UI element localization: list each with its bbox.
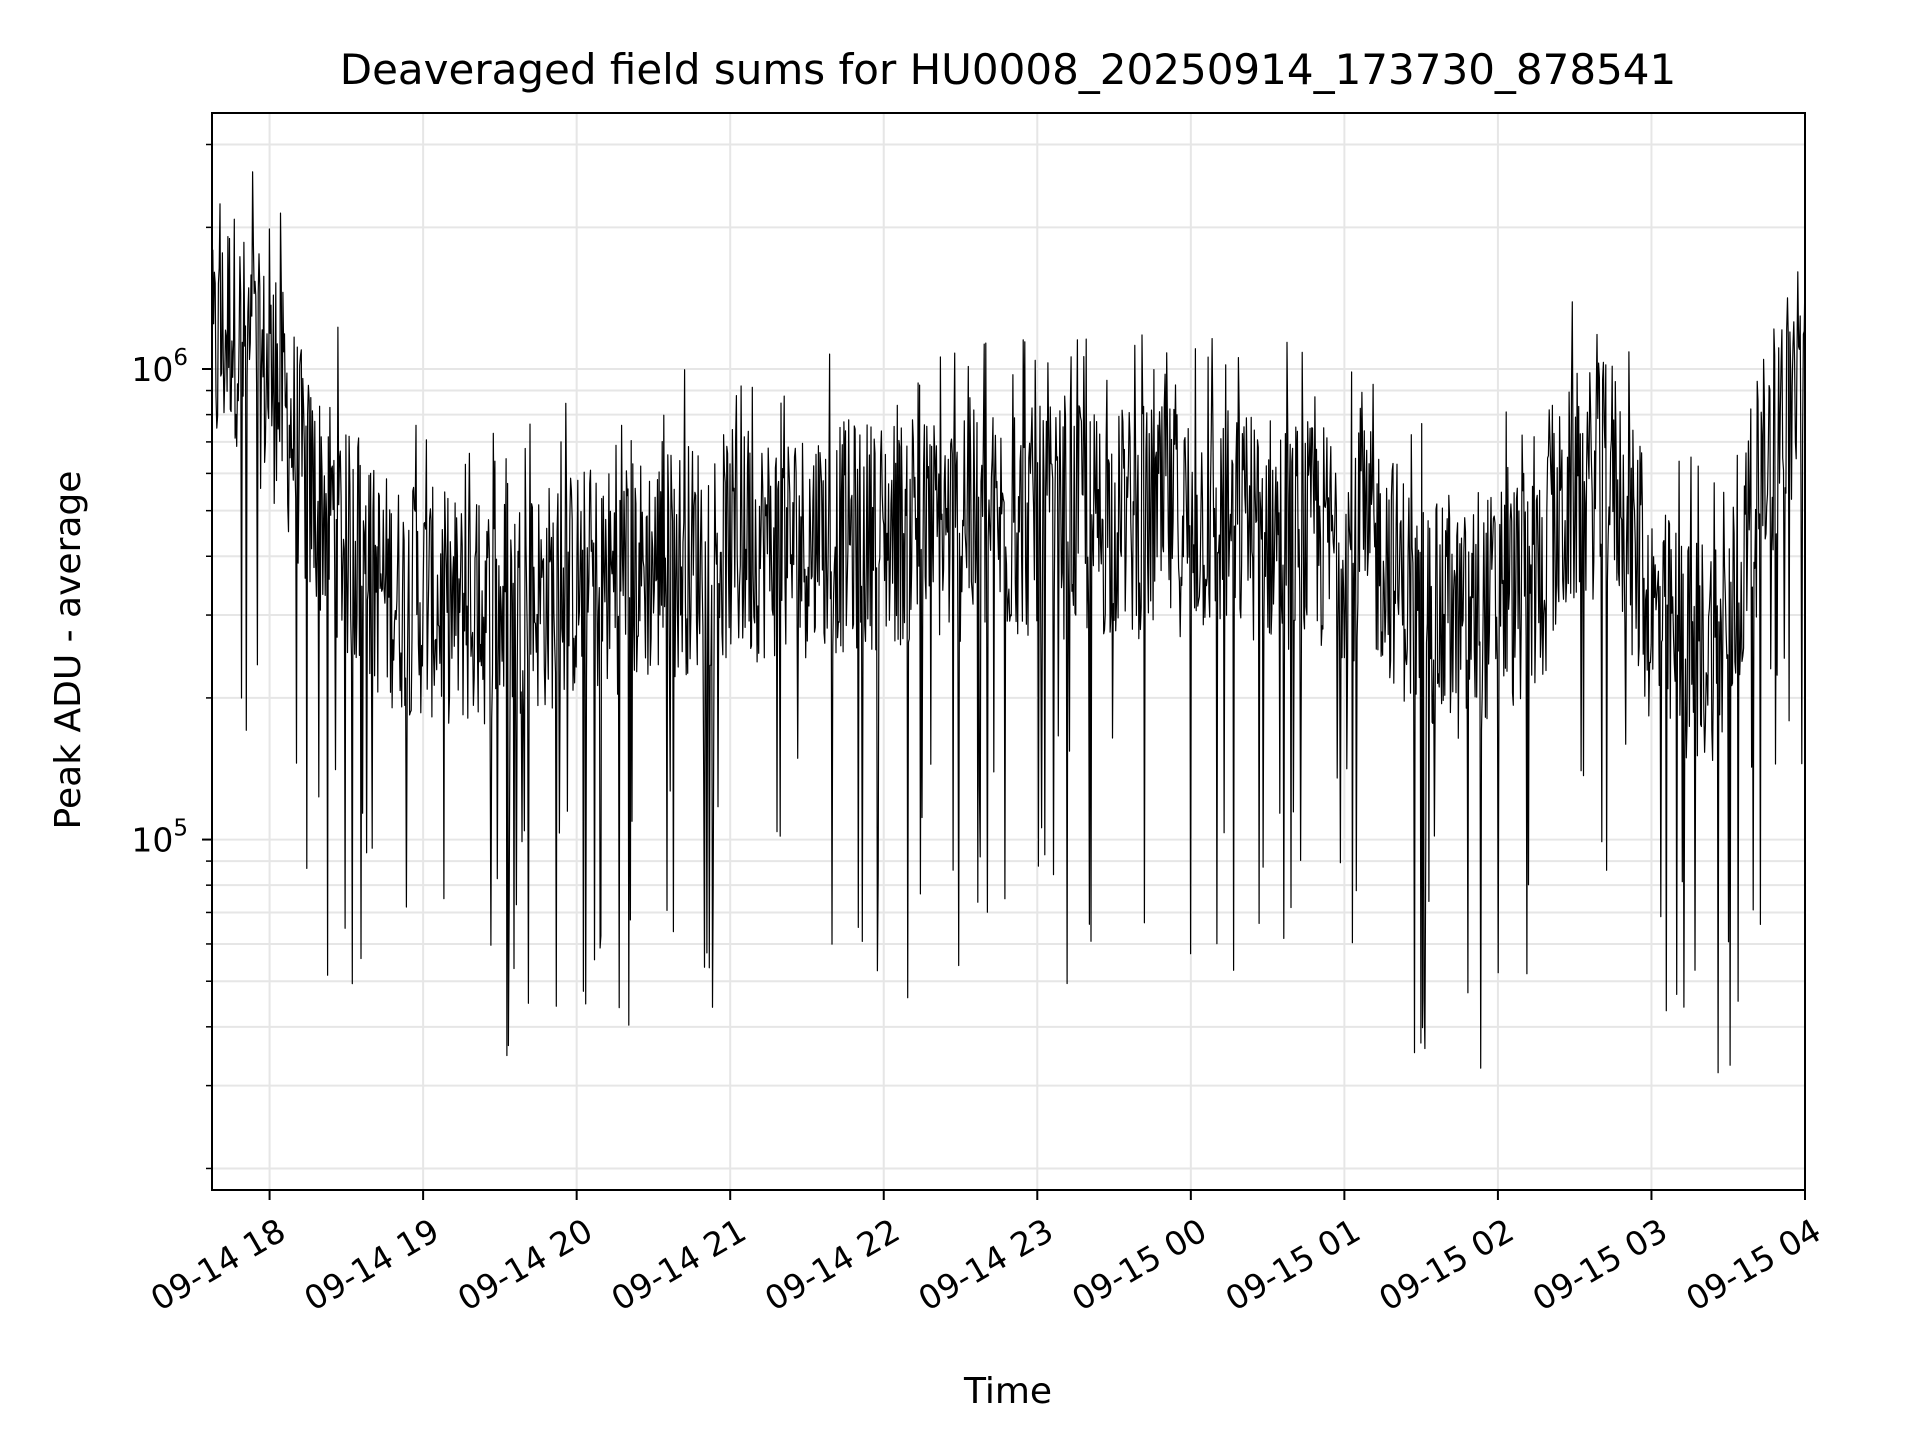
x-tick-label: 09-15 02 — [1372, 1211, 1520, 1319]
y-axis-label: Peak ADU - average — [48, 471, 89, 830]
series-line — [211, 171, 1806, 1074]
y-tick-label: 106 — [131, 345, 188, 389]
y-axis: 105 106 — [131, 143, 212, 1170]
x-tick-label: 09-14 21 — [605, 1211, 753, 1319]
x-tick-label: 09-14 19 — [298, 1211, 446, 1319]
x-tick-label: 09-14 23 — [912, 1211, 1060, 1319]
chart-title: Deaveraged field sums for HU0008_2025091… — [340, 45, 1677, 94]
x-tick-label: 09-15 01 — [1219, 1211, 1367, 1319]
x-axis: 09-14 18 09-14 19 09-14 20 09-14 21 09-14 22… — [144, 1190, 1827, 1319]
x-tick-label: 09-15 00 — [1065, 1211, 1213, 1319]
series-path — [211, 171, 1806, 1074]
x-axis-label: Time — [963, 1371, 1052, 1412]
plot-frame — [211, 112, 1806, 1191]
y-tick-label: 105 — [131, 816, 188, 860]
x-tick-label: 09-14 18 — [144, 1211, 292, 1319]
x-tick-label: 09-15 04 — [1679, 1211, 1827, 1319]
grid-lines — [212, 113, 1806, 1190]
x-tick-label: 09-15 03 — [1526, 1211, 1674, 1319]
x-tick-label: 09-14 20 — [451, 1211, 599, 1319]
x-tick-label: 09-14 22 — [758, 1211, 906, 1319]
